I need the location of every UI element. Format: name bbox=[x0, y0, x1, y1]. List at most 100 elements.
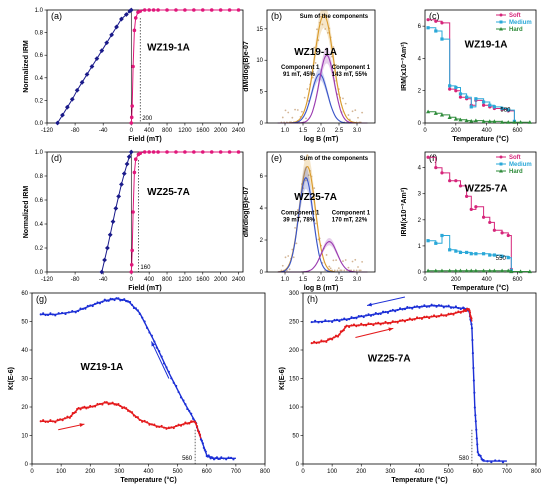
data-point bbox=[501, 461, 505, 464]
data-point bbox=[435, 315, 438, 318]
measured-point bbox=[316, 209, 318, 212]
x-tick-label: 100 bbox=[56, 469, 67, 475]
data-point bbox=[369, 314, 373, 317]
measured-point bbox=[287, 255, 290, 257]
measured-point bbox=[361, 261, 364, 263]
data-point bbox=[332, 336, 336, 339]
data-point bbox=[138, 151, 143, 155]
data-point bbox=[499, 13, 503, 17]
x-tick-label: 2400 bbox=[232, 277, 246, 283]
x-tick-label: 200 bbox=[451, 128, 462, 134]
data-point bbox=[352, 316, 356, 320]
data-point bbox=[209, 150, 214, 154]
data-point bbox=[336, 335, 340, 338]
data-point bbox=[457, 306, 460, 310]
data-point bbox=[322, 340, 325, 343]
data-point bbox=[499, 268, 505, 273]
data-point bbox=[138, 9, 143, 13]
data-point bbox=[211, 456, 214, 459]
data-point bbox=[394, 310, 397, 313]
data-point bbox=[465, 194, 469, 198]
data-point bbox=[151, 8, 156, 12]
data-point bbox=[74, 311, 77, 314]
y-tick-label: 0.8 bbox=[35, 31, 44, 37]
data-point bbox=[447, 268, 452, 273]
measured-point bbox=[355, 269, 358, 272]
data-point bbox=[487, 268, 492, 273]
legend-soft: Soft bbox=[509, 13, 521, 19]
data-point bbox=[408, 306, 411, 309]
data-point bbox=[145, 421, 149, 424]
data-point bbox=[129, 270, 134, 274]
data-point bbox=[105, 401, 108, 404]
y-tick-label: 50 bbox=[292, 434, 299, 440]
arrow-line bbox=[355, 327, 394, 338]
x-tick-label: 600 bbox=[202, 469, 213, 475]
data-point bbox=[132, 306, 136, 310]
data-point bbox=[141, 420, 144, 423]
data-point bbox=[413, 318, 416, 321]
data-point bbox=[204, 450, 207, 453]
data-point bbox=[440, 313, 443, 316]
y-tick-label: 2 bbox=[418, 218, 422, 224]
data-point bbox=[222, 457, 225, 460]
series-line bbox=[40, 401, 202, 439]
data-point bbox=[64, 312, 67, 316]
data-point bbox=[190, 412, 193, 415]
data-point bbox=[227, 8, 232, 12]
data-point bbox=[109, 297, 112, 300]
data-point bbox=[317, 321, 320, 324]
x-axis-label: log B (mT) bbox=[304, 136, 339, 143]
data-point bbox=[136, 416, 139, 419]
data-point bbox=[458, 117, 463, 122]
data-point bbox=[113, 298, 116, 302]
data-point bbox=[476, 450, 479, 454]
y-tick-label: 2 bbox=[260, 238, 264, 244]
data-point bbox=[125, 407, 128, 410]
data-point bbox=[439, 268, 445, 273]
x-tick-label: 700 bbox=[502, 469, 513, 475]
data-point bbox=[445, 305, 448, 308]
y-tick-label: 0.2 bbox=[35, 98, 44, 104]
y-axis-label: IRM(x10⁻³Am²) bbox=[401, 42, 408, 91]
data-point bbox=[447, 312, 450, 315]
x-tick-label: -80 bbox=[71, 128, 80, 134]
panel-d: -120 -80 -40 0 400 800 1200 1600 2000 2400 0.0 0.2 0… bbox=[23, 149, 246, 292]
panel-label: (c) bbox=[429, 11, 440, 21]
data-point bbox=[96, 301, 99, 304]
arrow-head bbox=[388, 327, 394, 332]
y-tick-label: 4 bbox=[418, 56, 422, 62]
data-point bbox=[403, 307, 407, 311]
data-point bbox=[87, 406, 90, 409]
annotation-comp-a: Component 1 bbox=[281, 65, 320, 71]
data-point bbox=[475, 437, 478, 440]
data-point bbox=[128, 300, 132, 304]
data-point bbox=[331, 338, 334, 341]
data-point bbox=[165, 8, 169, 12]
data-point bbox=[426, 155, 430, 159]
annotation-comp-b-value: 143 mT, 55% bbox=[332, 72, 368, 78]
x-tick-label: 200 bbox=[85, 469, 96, 475]
data-point bbox=[506, 108, 510, 112]
data-point bbox=[39, 420, 42, 423]
data-point bbox=[452, 313, 455, 316]
data-point bbox=[459, 311, 462, 314]
data-point bbox=[426, 26, 430, 30]
data-point bbox=[470, 317, 473, 320]
data-point bbox=[499, 155, 503, 159]
measured-point bbox=[284, 256, 287, 259]
y-tick-label: 0.8 bbox=[35, 174, 44, 180]
measured-point bbox=[307, 174, 310, 177]
data-point bbox=[350, 324, 353, 327]
data-point bbox=[360, 322, 363, 325]
data-point bbox=[177, 390, 180, 394]
data-point bbox=[170, 377, 173, 380]
sample-name: WZ25-7A bbox=[368, 353, 411, 364]
data-point bbox=[468, 309, 471, 312]
data-point bbox=[107, 299, 110, 302]
panel-c: 0 200 400 600 0 2 4 6 Temperature (°C) IRM(x10⁻³A… bbox=[401, 9, 537, 143]
data-point bbox=[130, 411, 134, 414]
data-point bbox=[440, 171, 444, 175]
data-point bbox=[367, 322, 370, 325]
measured-point bbox=[301, 110, 303, 113]
